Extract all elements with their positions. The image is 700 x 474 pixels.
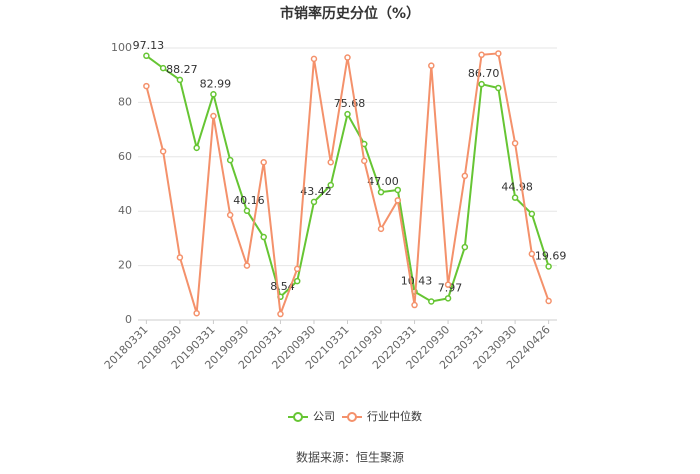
- point: [444, 295, 452, 302]
- point: [243, 207, 251, 215]
- data-label: 86.70: [468, 67, 500, 80]
- point: [444, 281, 452, 288]
- point: [159, 64, 167, 72]
- point: [361, 157, 368, 165]
- y-tick-label: 20: [118, 259, 132, 272]
- point: [528, 250, 536, 258]
- point: [226, 211, 234, 219]
- data-label: 47.00: [367, 175, 399, 188]
- point: [293, 265, 301, 273]
- point: [478, 51, 485, 59]
- y-tick-label: 100: [111, 41, 132, 54]
- point: [310, 55, 318, 63]
- point: [327, 158, 334, 166]
- point: [293, 277, 301, 285]
- data-label: 7.97: [438, 281, 463, 294]
- point: [310, 198, 318, 206]
- chart-title: 市销率历史分位（%）: [280, 5, 420, 22]
- point: [394, 186, 402, 194]
- point: [159, 148, 167, 155]
- point: [528, 210, 536, 218]
- point: [226, 156, 234, 164]
- point: [193, 309, 200, 317]
- point: [243, 262, 251, 269]
- point: [277, 310, 284, 318]
- y-tick-label: 80: [118, 95, 132, 108]
- series-line: [145, 55, 550, 303]
- point: [344, 54, 351, 61]
- point: [176, 76, 184, 84]
- y-tick-label: 0: [125, 313, 132, 326]
- point: [193, 144, 200, 152]
- data-label: 19.69: [535, 249, 567, 262]
- point: [545, 263, 552, 270]
- data-label: 88.27: [166, 63, 198, 76]
- y-tick-label: 60: [118, 150, 132, 163]
- data-label: 43.42: [300, 185, 332, 198]
- point: [143, 52, 150, 60]
- source: 数据来源：恒生聚源: [296, 450, 404, 465]
- point: [511, 194, 519, 201]
- data-label: 40.16: [233, 194, 265, 207]
- legend-label: 行业中位数: [367, 409, 422, 423]
- point: [511, 139, 519, 147]
- legend-marker: [293, 412, 303, 422]
- point: [495, 84, 502, 92]
- point: [461, 172, 469, 180]
- y-tick-label: 40: [118, 204, 132, 217]
- data-label: 44.98: [501, 181, 533, 194]
- point: [210, 91, 217, 98]
- point: [327, 181, 334, 189]
- legend-marker: [347, 412, 357, 422]
- data-label: 97.13: [133, 39, 165, 52]
- point: [210, 112, 217, 120]
- point: [428, 298, 435, 305]
- point: [478, 80, 485, 88]
- series-line: [145, 52, 550, 315]
- point: [344, 110, 351, 118]
- point: [545, 297, 552, 305]
- point: [495, 50, 502, 57]
- point: [260, 233, 267, 241]
- point: [176, 254, 184, 261]
- point: [428, 62, 435, 69]
- point: [377, 225, 385, 233]
- point: [260, 158, 267, 166]
- point: [377, 188, 385, 196]
- point: [411, 301, 418, 309]
- point: [143, 82, 150, 90]
- data-label: 82.99: [200, 77, 232, 90]
- point: [394, 197, 402, 204]
- legend-label: 公司: [313, 410, 335, 423]
- point: [461, 243, 469, 251]
